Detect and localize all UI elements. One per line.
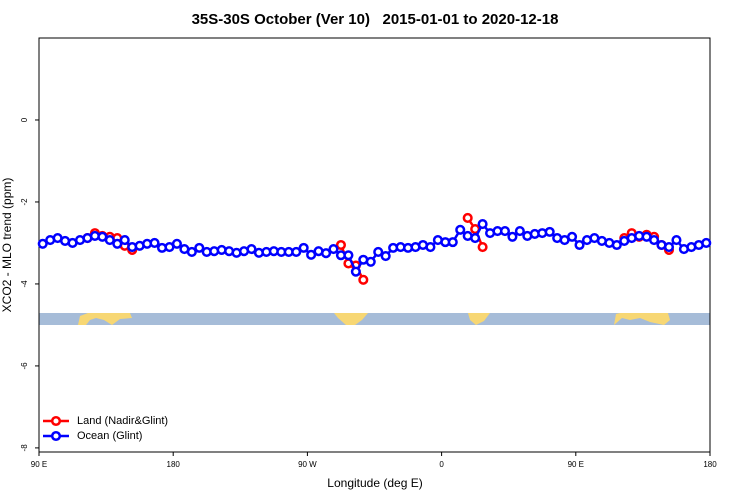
data-point bbox=[649, 235, 660, 246]
map-strip bbox=[39, 313, 710, 325]
data-point bbox=[298, 242, 309, 253]
land-shape bbox=[78, 313, 132, 325]
data-point bbox=[171, 238, 182, 249]
y-tick-label: -4 bbox=[20, 280, 29, 288]
data-point bbox=[358, 274, 369, 285]
legend-label: Land (Nadir&Glint) bbox=[77, 415, 168, 427]
data-point bbox=[350, 266, 361, 277]
data-point bbox=[149, 237, 160, 249]
data-point bbox=[447, 237, 458, 248]
x-tick-label: 180 bbox=[703, 460, 717, 469]
land-shape bbox=[468, 313, 490, 325]
data-point bbox=[567, 231, 578, 242]
data-point bbox=[246, 244, 257, 255]
ocean-strip bbox=[39, 313, 710, 325]
legend-label: Ocean (Glint) bbox=[77, 430, 142, 442]
y-axis-label: XCO2 - MLO trend (ppm) bbox=[0, 178, 14, 313]
data-point bbox=[671, 235, 682, 246]
data-point bbox=[186, 246, 197, 258]
x-tick-label: 90 E bbox=[31, 460, 47, 469]
y-tick-label: -2 bbox=[20, 198, 29, 206]
land-shape bbox=[334, 313, 368, 325]
data-point bbox=[499, 226, 511, 237]
x-tick-label: 90 E bbox=[568, 460, 584, 469]
y-tick-label: -6 bbox=[20, 362, 29, 370]
data-point bbox=[119, 235, 130, 246]
data-point bbox=[194, 242, 205, 253]
data-point bbox=[611, 239, 622, 251]
data-point bbox=[574, 239, 585, 251]
data-point bbox=[507, 231, 518, 242]
data-point bbox=[701, 237, 712, 249]
data-point bbox=[365, 256, 376, 267]
data-point bbox=[455, 224, 466, 235]
data-point bbox=[104, 235, 115, 246]
data-point bbox=[291, 246, 302, 258]
data-point bbox=[470, 232, 481, 244]
data-point bbox=[514, 226, 525, 237]
x-axis-label: Longitude (deg E) bbox=[327, 476, 422, 490]
data-point bbox=[335, 239, 347, 251]
legend-marker bbox=[50, 430, 62, 442]
x-tick-label: 90 W bbox=[298, 460, 317, 469]
data-point bbox=[373, 246, 384, 258]
y-tick-label: -8 bbox=[20, 444, 29, 452]
data-point bbox=[343, 250, 354, 261]
land-shape bbox=[614, 313, 670, 325]
data-point bbox=[37, 238, 48, 249]
data-point bbox=[320, 248, 332, 259]
x-tick-label: 180 bbox=[167, 460, 181, 469]
x-tick-label: 0 bbox=[439, 460, 444, 469]
data-point bbox=[328, 244, 339, 255]
y-tick-label: 0 bbox=[20, 117, 29, 122]
data-point bbox=[380, 251, 391, 262]
legend-marker bbox=[50, 415, 62, 427]
data-point bbox=[477, 219, 488, 230]
data-point bbox=[544, 226, 555, 237]
chart-title: 35S-30S October (Ver 10) 2015-01-01 to 2… bbox=[192, 11, 559, 28]
data-point bbox=[306, 249, 317, 260]
data-point bbox=[462, 212, 473, 223]
data-point bbox=[112, 238, 123, 249]
data-point bbox=[425, 241, 436, 253]
data-point bbox=[477, 241, 488, 253]
data-point bbox=[663, 241, 675, 253]
